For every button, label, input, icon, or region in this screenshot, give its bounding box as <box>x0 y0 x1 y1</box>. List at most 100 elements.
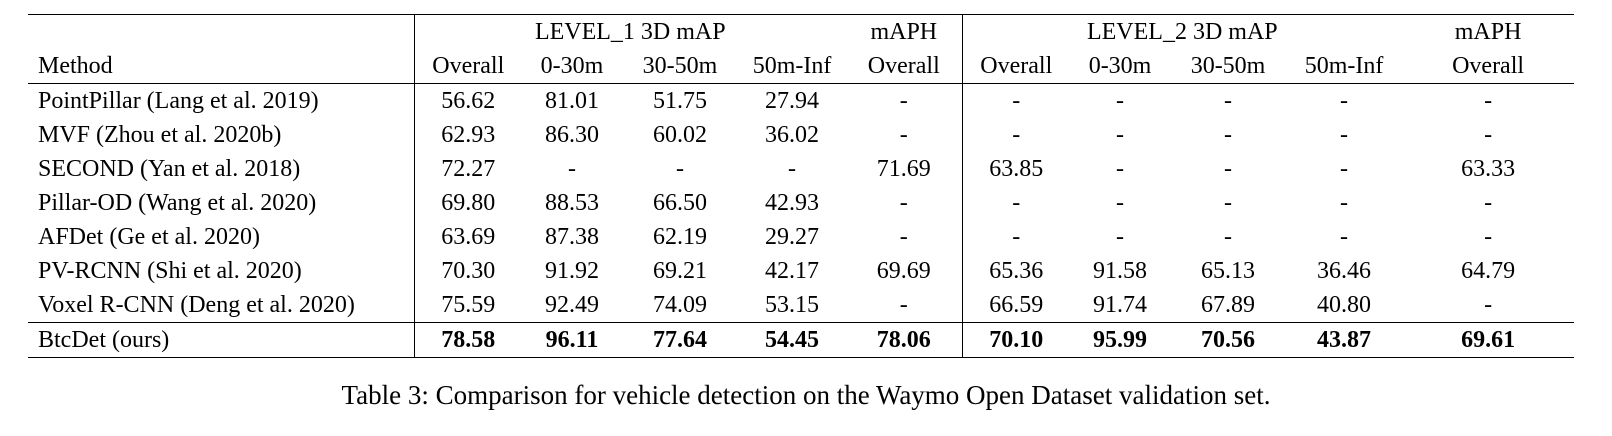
table-cell: 27.94 <box>738 83 847 118</box>
column-header: Overall <box>1452 53 1525 79</box>
table-cell: 71.69 <box>876 156 931 182</box>
column-header: 0-30m <box>540 53 604 79</box>
table-cell: - <box>1484 122 1493 148</box>
column-header-row: Method Overall 0-30m 30-50m 50m-Inf Over… <box>28 49 1574 84</box>
table-cell: 70.10 <box>961 322 1071 358</box>
table-cell-method: SECOND (Yan et al. 2018) <box>38 156 301 182</box>
table-cell: 40.80 <box>1317 292 1372 318</box>
table-row-ours: BtcDet (ours) 78.58 96.11 77.64 54.45 78… <box>28 322 1575 358</box>
table-cell: 92.49 <box>545 292 599 318</box>
level1-maph-header: mAPH <box>846 14 963 49</box>
column-header: 30-50m <box>642 53 718 79</box>
table-cell-method: AFDet (Ge et al. 2020) <box>38 224 260 250</box>
table-cell: 69.21 <box>653 258 707 284</box>
table-cell: 70.56 <box>1170 322 1287 358</box>
table-cell: 62.19 <box>653 224 707 250</box>
table-cell: 78.58 <box>413 322 522 358</box>
table-cell: 56.62 <box>413 83 522 118</box>
table-cell: 78.06 <box>846 322 963 358</box>
table-cell: 69.80 <box>413 186 522 220</box>
table-cell-method: Voxel R-CNN (Deng et al. 2020) <box>38 292 355 318</box>
table-cell: - <box>1116 122 1125 148</box>
table-cell: - <box>1340 190 1349 216</box>
level1-3dmap-header: LEVEL_1 3D mAP <box>413 14 847 49</box>
table-cell: 87.38 <box>545 224 599 250</box>
table-cell: - <box>1484 224 1493 250</box>
table-cell: 63.33 <box>1461 156 1516 182</box>
table-row: PV-RCNN (Shi et al. 2020) 70.30 91.92 69.21… <box>28 254 1574 288</box>
table-cell: 67.89 <box>1201 292 1256 318</box>
table-cell: - <box>1170 83 1287 118</box>
column-header: Overall <box>867 53 940 79</box>
table-cell: 69.61 <box>1402 322 1575 358</box>
table-cell: - <box>1286 83 1403 118</box>
table-caption: Table 3: Comparison for vehicle detectio… <box>341 380 1271 410</box>
table-cell: - <box>1484 190 1493 216</box>
table-cell: 36.02 <box>765 122 820 148</box>
table-cell-method: MVF (Zhou et al. 2020b) <box>38 122 282 148</box>
table-cell: - <box>1402 83 1575 118</box>
table-cell: 64.79 <box>1461 258 1516 284</box>
table-cell: 51.75 <box>622 83 738 118</box>
table-cell: 91.92 <box>545 258 599 284</box>
table-cell: - <box>1224 122 1233 148</box>
column-header: Overall <box>413 49 522 84</box>
level2-maph-header: mAPH <box>1402 14 1575 49</box>
column-header: Overall <box>961 49 1071 84</box>
table-cell: - <box>1224 224 1233 250</box>
table-cell: - <box>1116 156 1125 182</box>
table-cell: - <box>961 186 1071 220</box>
table-cell: 60.02 <box>653 122 707 148</box>
results-table: LEVEL_1 3D mAP mAPH LEVEL_2 3D mAP mAPH … <box>28 14 1575 358</box>
table-cell: - <box>1116 224 1125 250</box>
table-cell: 74.09 <box>653 292 707 318</box>
table-cell: - <box>1484 292 1493 318</box>
table-row: Voxel R-CNN (Deng et al. 2020) 75.59 92.49… <box>28 288 1574 323</box>
table-cell: - <box>899 190 908 216</box>
column-header: 0-30m <box>1088 53 1152 79</box>
table-cell-method: BtcDet (ours) <box>28 322 414 358</box>
table-row: SECOND (Yan et al. 2018) 72.27 - - - 71.69 63.… <box>28 152 1574 186</box>
table-cell: - <box>1224 156 1233 182</box>
table-cell: - <box>961 118 1071 152</box>
table-cell: 63.85 <box>961 152 1071 186</box>
table-cell: 88.53 <box>545 190 599 216</box>
table-cell: - <box>1224 190 1233 216</box>
table-cell: - <box>961 83 1071 118</box>
table-cell: 77.64 <box>622 322 738 358</box>
table-cell: 81.01 <box>522 83 622 118</box>
table-cell: 53.15 <box>765 292 820 318</box>
table-cell: - <box>899 224 908 250</box>
table-cell: - <box>846 83 963 118</box>
table-cell: 54.45 <box>738 322 847 358</box>
table-cell: - <box>961 220 1071 254</box>
table-cell: - <box>676 156 684 182</box>
table-cell-method: PointPillar (Lang et al. 2019) <box>28 83 414 118</box>
table-cell: 66.50 <box>653 190 707 216</box>
table-cell: 69.69 <box>876 258 931 284</box>
table-cell: 65.13 <box>1201 258 1256 284</box>
column-header: 50m-Inf <box>752 53 832 79</box>
column-header-method: Method <box>38 53 113 79</box>
column-header: 30-50m <box>1190 53 1266 79</box>
table-cell: 42.17 <box>765 258 820 284</box>
table-cell: 70.30 <box>413 254 522 288</box>
table-cell: - <box>568 156 576 182</box>
table-cell: - <box>1340 122 1349 148</box>
table-body: PointPillar (Lang et al. 2019) 56.62 81.01… <box>28 83 1575 323</box>
table-cell: - <box>1116 190 1125 216</box>
table-row: AFDet (Ge et al. 2020) 63.69 87.38 62.19 29.… <box>28 220 1574 254</box>
table-cell: 66.59 <box>961 288 1071 323</box>
table-cell: 43.87 <box>1286 322 1403 358</box>
table-cell-method: Pillar-OD (Wang et al. 2020) <box>38 190 317 216</box>
results-table-container: LEVEL_1 3D mAP mAPH LEVEL_2 3D mAP mAPH … <box>28 14 1575 358</box>
table-row: Pillar-OD (Wang et al. 2020) 69.80 88.53 66… <box>28 186 1574 220</box>
column-header: 50m-Inf <box>1304 53 1384 79</box>
table-cell: 62.93 <box>413 118 522 152</box>
table-cell: - <box>788 156 797 182</box>
group-header-row: LEVEL_1 3D mAP mAPH LEVEL_2 3D mAP mAPH <box>28 14 1575 49</box>
table-cell: 91.74 <box>1093 292 1148 318</box>
table-cell: 72.27 <box>413 152 522 186</box>
table-cell: - <box>899 292 908 318</box>
table-cell: - <box>899 122 908 148</box>
